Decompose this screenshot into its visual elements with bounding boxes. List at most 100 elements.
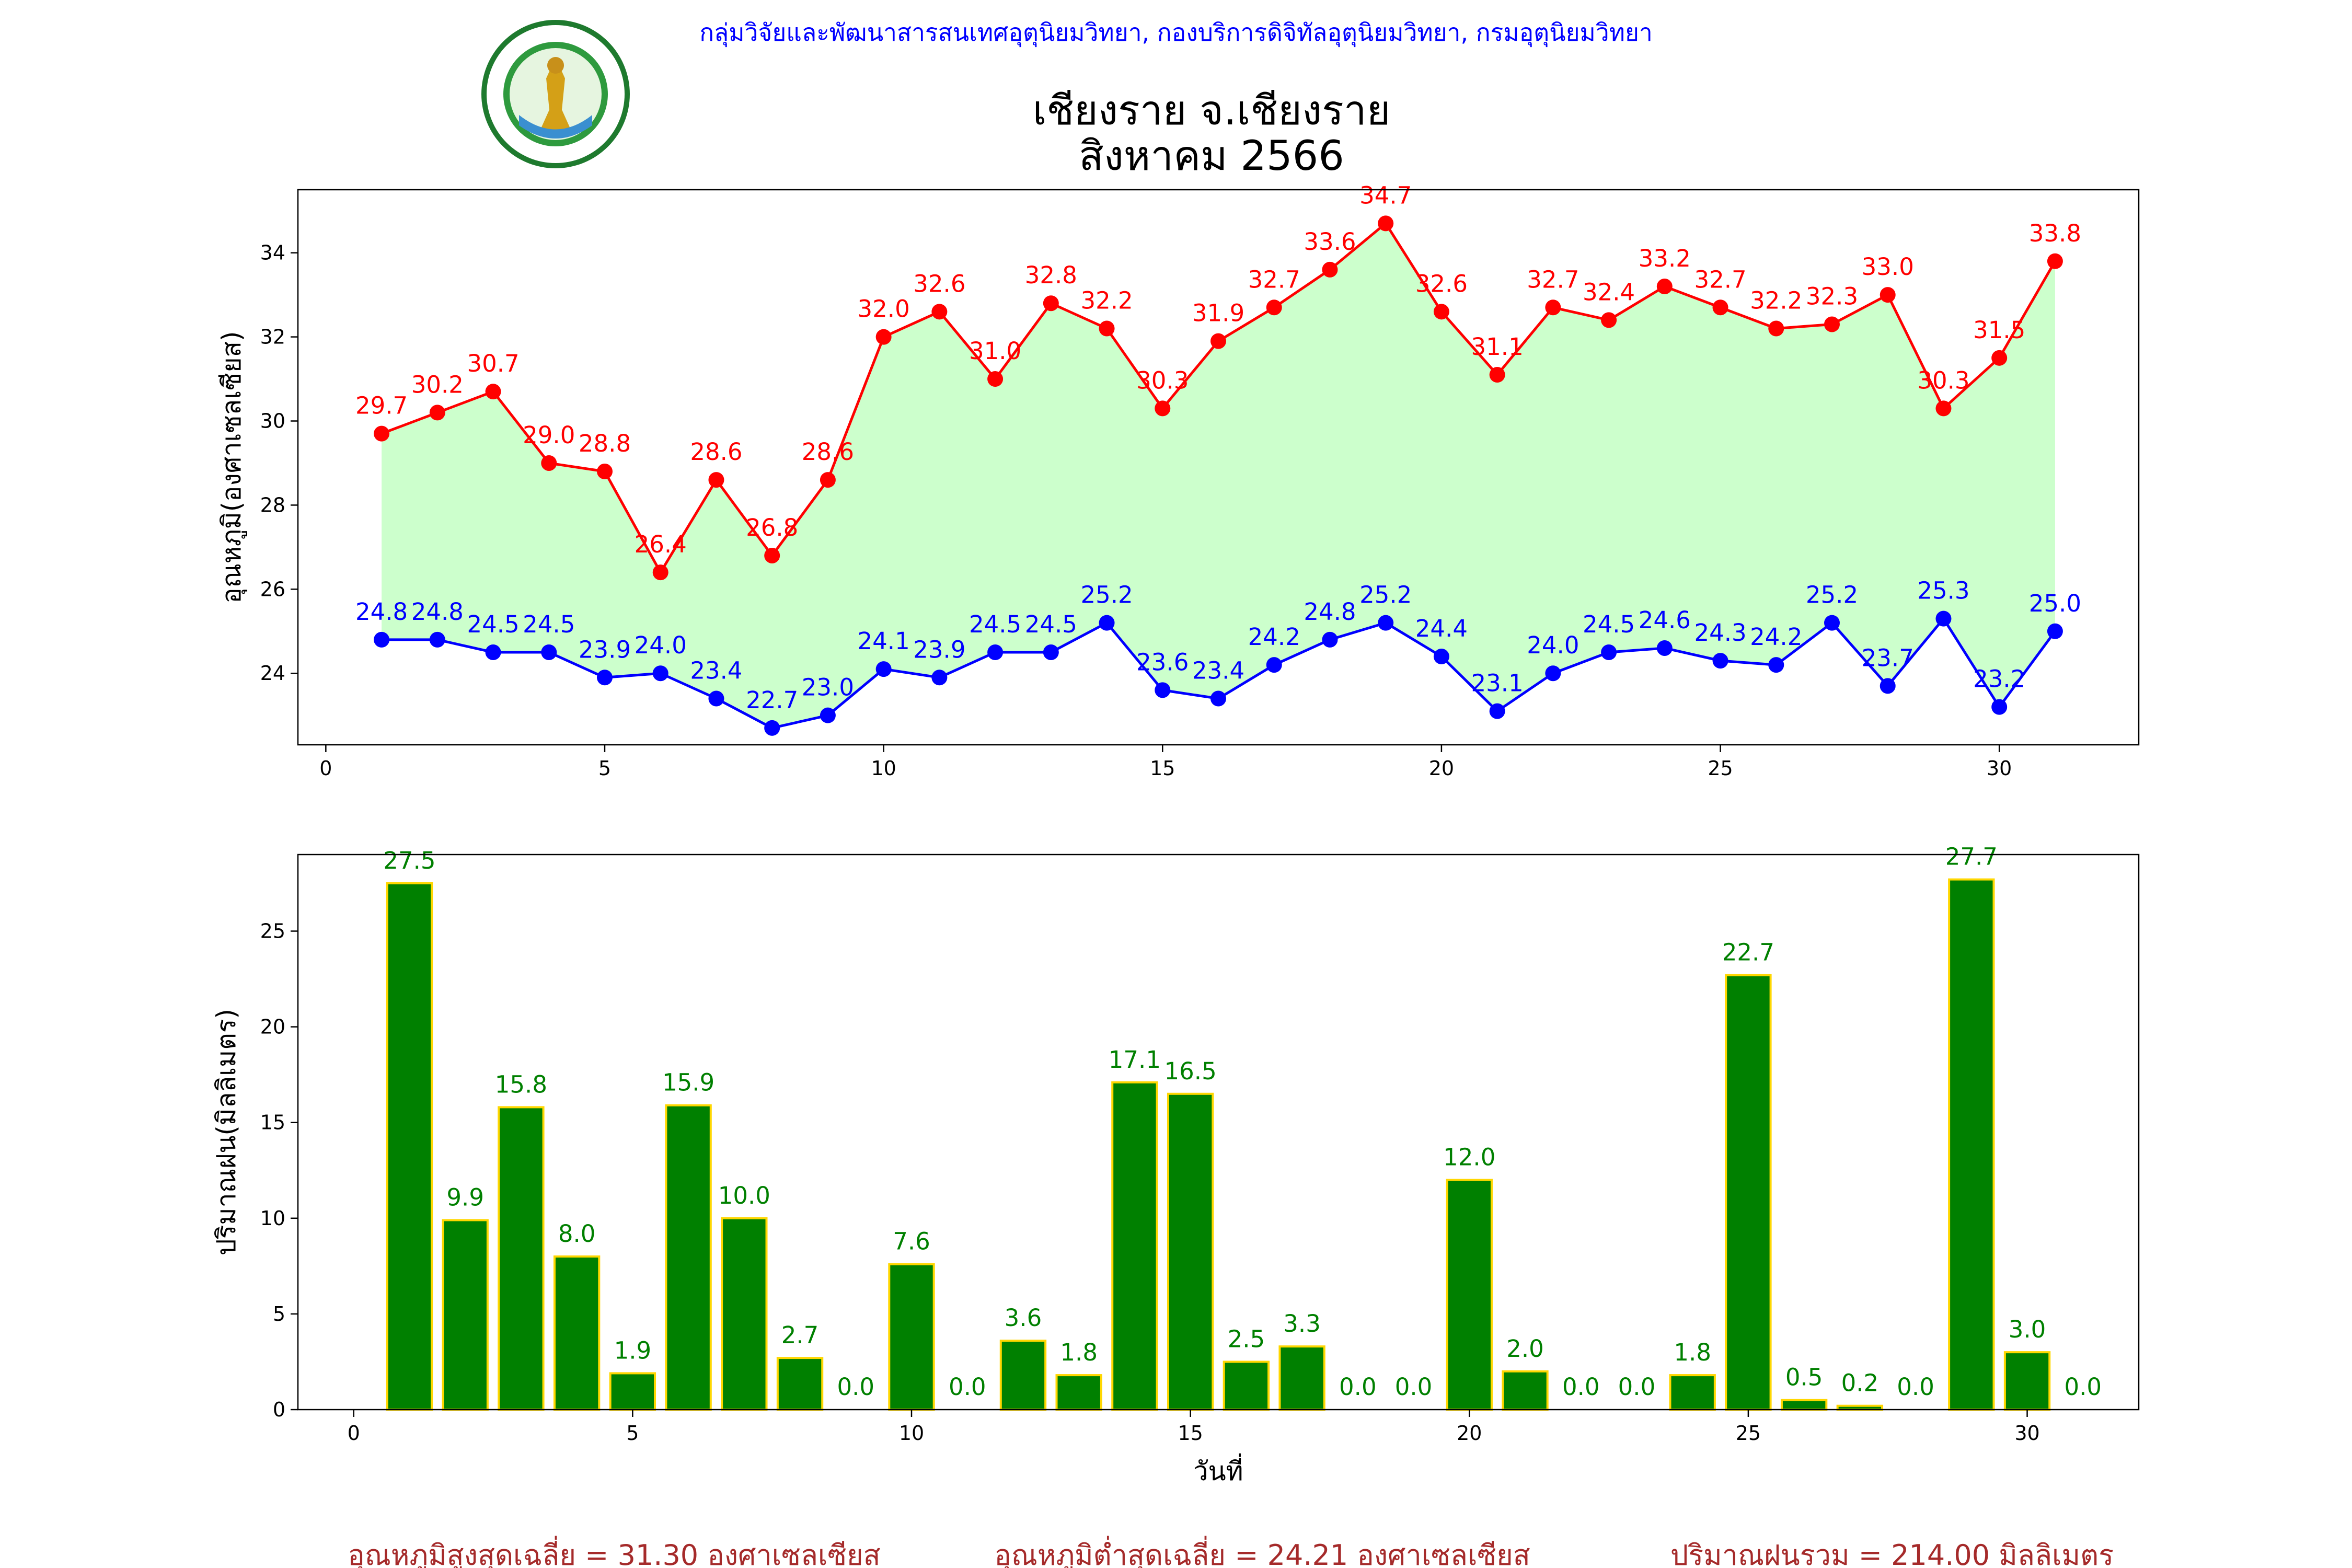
min-temp-data-label: 24.2 xyxy=(1750,623,1802,651)
min-temp-data-label: 24.5 xyxy=(1583,610,1635,638)
rain-bar xyxy=(721,1217,768,1411)
min-temp-point xyxy=(1155,682,1171,698)
rain-bar xyxy=(1111,1081,1158,1411)
min-temp-data-label: 24.2 xyxy=(1248,623,1300,651)
rainfall-y-tick-label: 10 xyxy=(260,1207,285,1230)
rain-data-label: 16.5 xyxy=(1165,1057,1217,1085)
min-temp-data-label: 25.0 xyxy=(2029,590,2081,617)
max-temp-data-label: 32.2 xyxy=(1080,287,1133,315)
max-temp-point xyxy=(1155,400,1171,417)
max-temp-data-label: 31.1 xyxy=(1471,333,1524,361)
max-temp-point xyxy=(597,464,613,480)
max-temp-data-label: 34.7 xyxy=(1359,181,1412,209)
max-temp-point xyxy=(1322,261,1338,278)
rain-data-label: 10.0 xyxy=(718,1182,770,1209)
rainfall-x-axis-label: วันที่ xyxy=(1193,1454,1243,1486)
max-temp-data-label: 30.3 xyxy=(1136,366,1189,394)
min-temp-data-label: 25.2 xyxy=(1806,581,1858,609)
min-temp-data-label: 23.6 xyxy=(1136,648,1189,676)
chart-title-month: สิงหาคม 2566 xyxy=(1079,133,1344,180)
max-temp-point xyxy=(1489,367,1505,383)
max-temp-data-label: 32.7 xyxy=(1527,266,1579,293)
min-temp-data-label: 23.4 xyxy=(1192,657,1244,685)
rain-data-label: 2.7 xyxy=(781,1321,819,1349)
max-temp-data-label: 26.8 xyxy=(746,514,798,541)
min-temp-data-label: 24.5 xyxy=(969,610,1021,638)
rainfall-y-tick-label: 5 xyxy=(273,1302,285,1325)
max-temp-data-label: 28.6 xyxy=(802,438,854,466)
min-temp-point xyxy=(1991,699,2008,715)
max-temp-data-label: 32.2 xyxy=(1750,287,1802,315)
min-temp-point xyxy=(1433,649,1449,665)
min-temp-point xyxy=(1935,610,1952,627)
min-temp-point xyxy=(429,631,445,648)
rainfall-x-tick-label: 20 xyxy=(1457,1422,1482,1445)
rain-data-label: 17.1 xyxy=(1109,1046,1161,1074)
rainfall-y-tick-label: 0 xyxy=(273,1398,285,1421)
max-temp-point xyxy=(1935,400,1952,417)
rain-bar xyxy=(1278,1345,1325,1411)
min-temp-point xyxy=(1601,644,1617,660)
min-temp-data-label: 25.3 xyxy=(1917,577,1969,605)
rain-data-label: 27.7 xyxy=(1945,843,1998,871)
min-temp-data-label: 24.8 xyxy=(1304,598,1356,626)
max-temp-data-label: 29.7 xyxy=(355,392,408,420)
min-temp-point xyxy=(987,644,1004,660)
rainfall-y-tick-label: 20 xyxy=(260,1016,285,1039)
rainfall-x-tick-label: 0 xyxy=(348,1422,360,1445)
max-temp-data-label: 33.6 xyxy=(1304,228,1356,256)
max-temp-point xyxy=(987,371,1004,387)
rain-data-label: 1.8 xyxy=(1674,1339,1711,1366)
rainfall-panel: 27.5 9.9 15.8 8.0 1.9 15.9 10.0 2.7 0.0 7.6 0.0 3.6… xyxy=(211,843,2140,1486)
min-temp-point xyxy=(1378,615,1394,631)
logo xyxy=(481,20,630,168)
max-temp-point xyxy=(1656,279,1673,295)
rain-data-label: 27.5 xyxy=(383,847,435,874)
rain-bar xyxy=(386,882,433,1411)
min-temp-point xyxy=(1099,615,1115,631)
max-temp-data-label: 26.4 xyxy=(635,531,687,558)
temperature-y-tick-label: 28 xyxy=(260,493,285,516)
temperature-x-tick-label: 20 xyxy=(1429,757,1454,780)
min-temp-point xyxy=(708,690,724,707)
rain-data-label: 2.0 xyxy=(1506,1335,1544,1363)
max-temp-point xyxy=(764,547,780,563)
max-temp-point xyxy=(1433,304,1449,320)
max-temp-point xyxy=(1266,299,1282,316)
max-temp-data-label: 32.8 xyxy=(1025,261,1077,289)
rainfall-x-tick-label: 25 xyxy=(1736,1422,1761,1445)
max-temp-point xyxy=(485,384,501,400)
rain-data-label: 3.3 xyxy=(1283,1310,1321,1338)
rain-data-label: 0.0 xyxy=(1562,1373,1600,1401)
rain-data-label: 15.9 xyxy=(662,1069,714,1097)
min-temp-point xyxy=(875,661,892,677)
max-temp-point xyxy=(541,455,557,471)
temperature-y-tick-label: 34 xyxy=(260,241,285,264)
min-temp-point xyxy=(1824,615,1840,631)
min-temp-point xyxy=(1880,678,1896,694)
min-temp-data-label: 23.2 xyxy=(1973,665,2025,693)
rain-bar xyxy=(609,1372,656,1411)
rain-bar xyxy=(999,1340,1047,1411)
min-temp-data-label: 25.2 xyxy=(1359,581,1412,609)
header-agency: กลุ่มวิจัยและพัฒนาสารสนเทศอุตุนิยมวิทยา,… xyxy=(699,18,1653,48)
temperature-x-tick-label: 15 xyxy=(1150,757,1175,780)
max-temp-point xyxy=(1824,316,1840,332)
min-temp-point xyxy=(1322,631,1338,648)
min-temp-data-label: 23.9 xyxy=(579,636,631,663)
max-temp-point xyxy=(1545,299,1561,316)
rain-bar xyxy=(1502,1370,1549,1411)
max-temp-point xyxy=(875,329,892,345)
rain-data-label: 15.8 xyxy=(495,1070,547,1098)
chart-title-station: เชียงราย จ.เชียงราย xyxy=(1033,87,1391,134)
max-temp-point xyxy=(374,425,390,442)
rain-bar xyxy=(1780,1399,1828,1411)
rainfall-x-tick-label: 15 xyxy=(1178,1422,1203,1445)
rainfall-y-axis-label: ปริมาณฝน(มิลลิเมตร) xyxy=(211,1009,241,1255)
rain-data-label: 0.0 xyxy=(1339,1373,1377,1401)
min-temp-point xyxy=(541,644,557,660)
min-temp-data-label: 22.7 xyxy=(746,686,798,714)
min-temp-data-label: 23.9 xyxy=(913,636,965,663)
min-temp-data-label: 24.3 xyxy=(1694,619,1746,647)
